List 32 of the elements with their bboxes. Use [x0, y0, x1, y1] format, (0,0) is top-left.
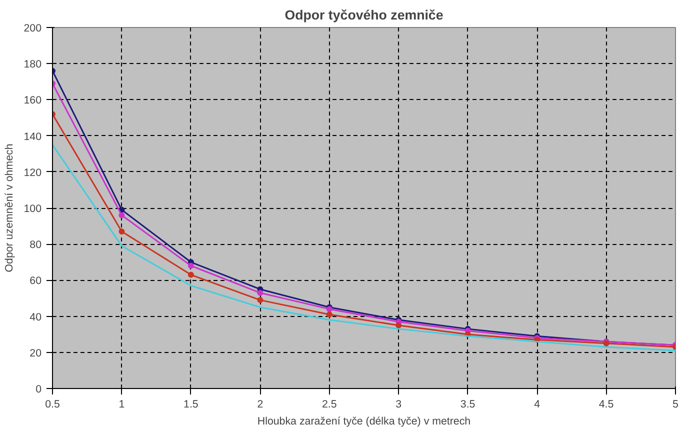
- x-tick-label: 0.5: [45, 398, 60, 410]
- point: [396, 322, 402, 328]
- y-tick-label: 80: [30, 239, 42, 252]
- chart-title: Odpor tyčového zemniče: [284, 8, 444, 22]
- x-tick-label: 2.5: [322, 398, 337, 410]
- x-tick-label: 3: [396, 398, 402, 410]
- point: [118, 212, 125, 218]
- y-tick-label: 20: [30, 347, 42, 360]
- y-tick-label: 40: [30, 311, 42, 324]
- y-tick-label: 100: [24, 203, 42, 215]
- point: [118, 228, 125, 234]
- x-tick-label: 4.5: [598, 398, 614, 410]
- x-tick-label: 1.5: [184, 398, 198, 410]
- point: [257, 297, 264, 304]
- y-tick-label: 60: [30, 275, 42, 288]
- point: [326, 312, 332, 318]
- y-tick-label: 0: [36, 384, 42, 396]
- x-tick-label: 2: [257, 398, 264, 410]
- point: [257, 290, 264, 296]
- x-axis-title: Hloubka zaražení tyče (délka tyče) v metrech: [257, 416, 471, 428]
- y-axis-title: Odpor uzemnění v ohmech: [4, 144, 16, 272]
- y-tick-label: 180: [24, 58, 42, 71]
- x-tick-label: 3.5: [460, 398, 476, 410]
- y-tick-label: 200: [24, 22, 42, 34]
- x-tick-label: 1: [118, 398, 125, 410]
- y-tick-label: 140: [24, 130, 42, 143]
- x-tick-label: 5: [672, 398, 679, 410]
- point: [188, 272, 194, 278]
- point: [188, 262, 194, 269]
- y-tick-label: 120: [24, 166, 42, 179]
- x-tick-label: 4: [534, 398, 540, 410]
- y-tick-label: 160: [24, 94, 42, 107]
